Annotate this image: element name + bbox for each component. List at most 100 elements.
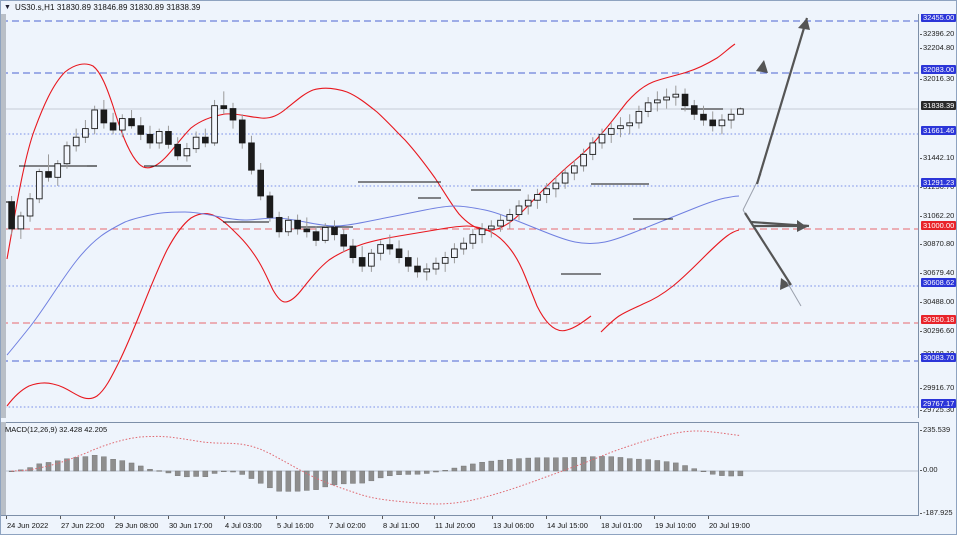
bollinger-upper-band [6, 43, 736, 260]
candle-body [441, 257, 449, 264]
price-highlight-label[interactable]: 32455.00 [921, 14, 956, 22]
macd-bar [221, 470, 227, 473]
time-axis-label: 20 Jul 19:00 [708, 516, 750, 530]
macd-bar [101, 456, 107, 472]
candle-body [469, 234, 477, 244]
candle-body [737, 108, 744, 115]
candle-body [654, 99, 661, 104]
price-tick-label: 32204.80 [920, 44, 954, 52]
macd-bar [737, 470, 744, 477]
time-axis-label: 7 Jul 02:00 [328, 516, 366, 530]
projection-leg-lower[interactable] [786, 224, 813, 307]
candle-body [165, 131, 172, 145]
macd-bar [156, 470, 162, 472]
price-tick-label: 30870.80 [920, 240, 954, 248]
macd-bar [405, 470, 412, 475]
candle-body [109, 122, 117, 131]
macd-bar [36, 463, 43, 472]
price-highlight-label[interactable]: 31838.39 [921, 101, 956, 110]
candle-body [635, 110, 643, 124]
macd-bar [193, 470, 199, 477]
macd-bar [119, 460, 126, 472]
macd-bar [470, 463, 476, 472]
candlestick-series [8, 85, 744, 281]
macd-bar [55, 460, 61, 472]
candle-body [386, 244, 394, 250]
candle-body [202, 136, 209, 144]
candle-body [331, 227, 338, 236]
macd-bar [27, 467, 33, 472]
macd-bar [700, 470, 707, 473]
time-axis-label: 29 Jun 08:00 [113, 516, 159, 530]
price-tick-label: 31442.10 [920, 154, 954, 162]
macd-bar [285, 470, 292, 492]
projection-arrow-head-up [798, 18, 810, 30]
projection-arrow-head-final [797, 220, 807, 232]
macd-bar [673, 462, 679, 472]
macd-pane[interactable]: MACD(12,26,9) 32.428 42.205 [1, 422, 919, 515]
price-highlight-label[interactable]: 29767.17 [921, 399, 956, 408]
chevron-down-icon[interactable]: ▼ [4, 4, 11, 11]
candle-body [312, 231, 320, 241]
macd-bar [313, 470, 319, 490]
candle-body [626, 122, 633, 127]
macd-bar [543, 457, 550, 472]
time-axis-label: 14 Jul 15:00 [546, 516, 588, 530]
candle-body [8, 201, 15, 230]
macd-bar [534, 457, 541, 472]
price-highlight-label[interactable]: 32083.00 [921, 65, 956, 74]
projection-arrows-down[interactable] [744, 212, 811, 290]
macd-bar [322, 470, 328, 488]
price-highlight-label[interactable]: 31000.00 [921, 221, 956, 230]
projection-final-leg[interactable] [789, 220, 807, 284]
candle-body [119, 118, 126, 131]
projection-arrows[interactable] [742, 17, 810, 233]
candle-body [137, 125, 145, 135]
candle-body [192, 136, 200, 150]
macd-signal-line [11, 430, 741, 505]
symbol-ohlc-label: US30.s,H1 31830.89 31846.89 31830.89 318… [14, 3, 201, 12]
candle-body [257, 169, 264, 197]
macd-bar [165, 470, 172, 474]
candle-body [534, 194, 541, 201]
candle-body [238, 119, 246, 144]
candle-body [515, 205, 523, 216]
price-scale[interactable]: 32396.2032204.8032016.3031442.1031256.70… [920, 14, 956, 515]
macd-bar [184, 470, 190, 478]
macd-bar [239, 470, 245, 475]
candle-body [349, 245, 357, 258]
price-tick-label: 30488.00 [920, 298, 954, 306]
macd-bar [340, 470, 347, 485]
price-pane[interactable] [1, 14, 919, 418]
candle-body [100, 109, 108, 124]
candle-body [690, 105, 698, 115]
price-highlight-label[interactable]: 30350.18 [921, 315, 956, 324]
moving-average-line [6, 195, 740, 356]
macd-bar [257, 470, 264, 484]
price-highlight-label[interactable]: 30608.62 [921, 278, 956, 287]
time-axis-label: 8 Jul 11:00 [381, 516, 420, 530]
candle-body [460, 242, 467, 250]
candle-body [340, 234, 348, 247]
price-highlight-label[interactable]: 31291.23 [921, 178, 956, 187]
candle-body [82, 128, 89, 138]
price-highlight-label[interactable]: 31661.46 [921, 126, 956, 135]
macd-bar [682, 465, 688, 472]
macd-bar [110, 459, 116, 472]
macd-bar [248, 470, 255, 479]
candle-body [26, 198, 34, 217]
time-axis-label: 5 Jul 16:00 [276, 516, 314, 530]
macd-bar [174, 470, 181, 476]
macd-histogram [8, 455, 744, 492]
macd-bar [460, 465, 467, 472]
candle-body [497, 219, 504, 227]
price-highlight-label[interactable]: 30083.70 [921, 353, 956, 362]
candle-body [571, 165, 578, 174]
candle-body [266, 195, 274, 218]
macd-bar [147, 468, 153, 472]
candle-body [543, 188, 550, 195]
macd-bar [73, 457, 79, 472]
candle-body [672, 93, 680, 98]
candle-body [718, 119, 726, 127]
macd-bar [294, 470, 301, 492]
